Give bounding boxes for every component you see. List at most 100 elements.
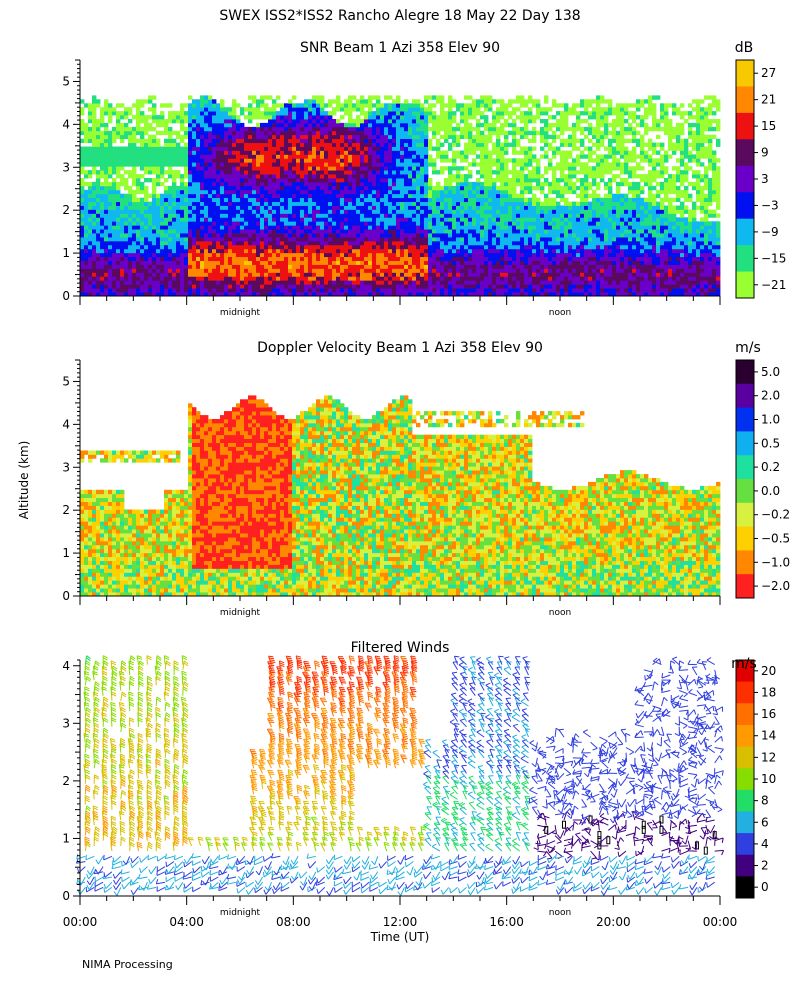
snr-cell	[116, 213, 121, 218]
snr-cell	[304, 178, 309, 183]
snr-cell	[464, 276, 469, 281]
snr-cell	[204, 115, 209, 120]
snr-cell	[184, 130, 189, 136]
snr-cell	[212, 107, 217, 112]
snr-cell	[412, 178, 417, 183]
snr-cell	[420, 209, 425, 214]
snr-cell	[488, 213, 493, 218]
snr-cell	[404, 115, 409, 120]
snr-cell	[88, 162, 93, 167]
snr-cell	[232, 138, 237, 144]
snr-cell	[124, 280, 129, 285]
snr-cell	[364, 166, 369, 171]
snr-cell	[184, 154, 189, 159]
snr-cell	[156, 252, 161, 258]
snr-cell	[224, 248, 229, 254]
snr-cell	[136, 260, 141, 265]
snr-cell	[464, 181, 469, 187]
snr-cell	[436, 119, 441, 124]
snr-cell	[104, 158, 109, 163]
snr-cell	[84, 138, 89, 144]
snr-cell	[232, 225, 237, 230]
snr-cell	[188, 197, 193, 203]
snr-cell	[428, 142, 433, 147]
snr-cell	[264, 264, 269, 269]
snr-cell	[308, 233, 313, 238]
snr-cell	[144, 217, 149, 222]
snr-cell	[492, 205, 497, 210]
snr-cell	[140, 280, 145, 285]
snr-cell	[292, 126, 297, 132]
snr-cell	[256, 122, 261, 128]
snr-cell	[492, 115, 497, 120]
snr-cell	[400, 201, 405, 206]
snr-cell	[492, 288, 497, 293]
snr-cell	[276, 134, 281, 140]
snr-cell	[252, 217, 257, 222]
snr-cell	[448, 217, 453, 222]
snr-cell	[320, 205, 325, 210]
snr-cell	[308, 107, 313, 112]
snr-cell	[436, 244, 441, 250]
snr-cell	[420, 280, 425, 285]
snr-cell	[108, 189, 113, 195]
snr-cell	[460, 256, 465, 262]
snr-cell	[160, 115, 165, 120]
snr-cell	[396, 174, 401, 179]
snr-cell	[172, 248, 177, 254]
snr-cell	[392, 213, 397, 218]
snr-cell	[112, 130, 117, 136]
snr-cell	[288, 209, 293, 214]
snr-cell	[280, 221, 285, 226]
snr-cell	[384, 209, 389, 214]
snr-cell	[292, 288, 297, 293]
snr-cell	[228, 201, 233, 206]
snr-cell	[472, 107, 477, 112]
snr-cell	[468, 122, 473, 128]
snr-cell	[120, 284, 125, 289]
snr-cell	[248, 209, 253, 214]
snr-cell	[184, 284, 189, 289]
snr-cell	[328, 264, 333, 269]
snr-cell	[356, 280, 361, 285]
snr-cell	[188, 174, 193, 179]
snr-cell	[196, 229, 201, 234]
snr-cell	[100, 115, 105, 120]
snr-cell	[408, 115, 413, 120]
snr-cell	[152, 260, 157, 265]
snr-cell	[256, 280, 261, 285]
snr-cell	[92, 292, 97, 297]
snr-cell	[452, 174, 457, 179]
snr-cell	[484, 201, 489, 206]
snr-cell	[280, 280, 285, 285]
snr-cell	[376, 221, 381, 226]
snr-cell	[340, 221, 345, 226]
snr-cell	[428, 189, 433, 195]
snr-cell	[208, 178, 213, 183]
snr-cell	[168, 217, 173, 222]
snr-cell	[320, 158, 325, 163]
snr-cell	[392, 166, 397, 171]
snr-cell	[84, 103, 89, 108]
snr-cell	[296, 213, 301, 218]
snr-cell	[292, 107, 297, 112]
snr-cell	[352, 209, 357, 214]
snr-cell	[92, 115, 97, 120]
snr-cell	[248, 256, 253, 262]
snr-cell	[108, 276, 113, 281]
snr-cell	[224, 225, 229, 230]
snr-cell	[252, 95, 257, 100]
snr-cell	[148, 201, 153, 206]
snr-cell	[220, 276, 225, 281]
snr-cell	[80, 284, 85, 289]
snr-cell	[160, 166, 165, 171]
snr-cell	[276, 240, 281, 246]
snr-cell	[348, 248, 353, 254]
snr-cell	[368, 111, 373, 116]
snr-cell	[128, 209, 133, 214]
snr-cell	[496, 221, 501, 226]
snr-cell	[452, 272, 457, 277]
snr-cell	[384, 225, 389, 230]
snr-cell	[480, 221, 485, 226]
snr-cell	[268, 288, 273, 293]
